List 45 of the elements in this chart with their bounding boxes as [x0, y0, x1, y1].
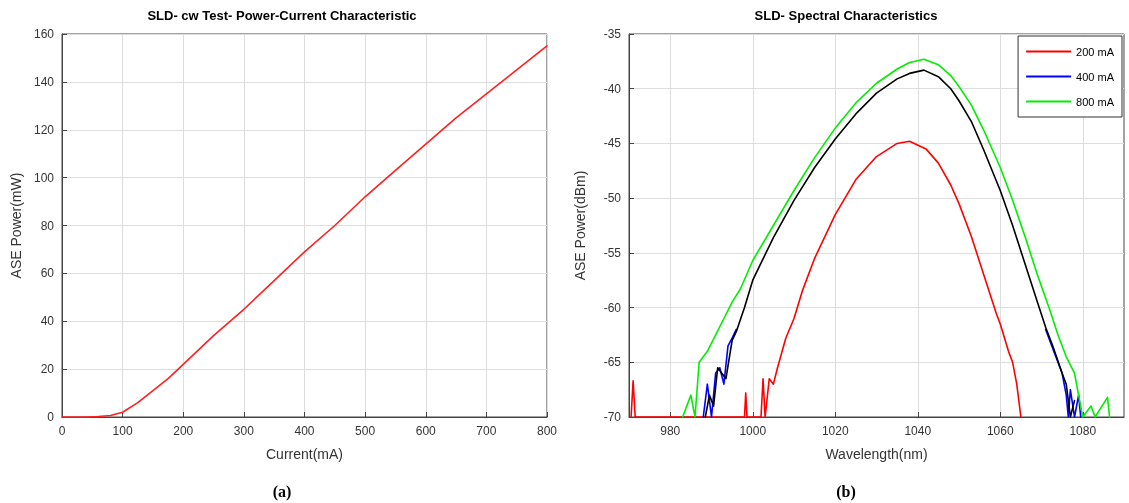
- x-tick-label: 500: [355, 424, 376, 438]
- y-tick-label: 0: [47, 410, 55, 424]
- legend-label: 200 mA: [1076, 45, 1115, 58]
- y-axis-title: ASE Power(mW): [8, 172, 25, 279]
- x-tick-label: 800: [536, 424, 558, 438]
- y-tick-label: -70: [603, 410, 622, 424]
- y-tick-label: 80: [40, 218, 55, 233]
- x-tick-label: 1040: [904, 424, 932, 438]
- x-tick-label: 1020: [821, 424, 849, 438]
- y-tick-label: -65: [603, 355, 622, 370]
- x-tick-label: 300: [233, 424, 255, 438]
- x-tick-label: 100: [112, 424, 133, 438]
- x-axis-title: Wavelength(nm): [825, 446, 928, 462]
- y-tick-label: 100: [33, 170, 55, 185]
- y-tick-label: 160: [33, 27, 55, 41]
- line-series: [630, 140, 1022, 418]
- y-tick-label: 120: [33, 122, 55, 137]
- x-tick-label: 700: [476, 424, 497, 438]
- y-tick-label: -55: [603, 245, 622, 260]
- x-tick-label: 1080: [1069, 424, 1097, 438]
- y-axis-title: ASE Power(dBm): [572, 170, 588, 281]
- y-tick-label: -35: [603, 27, 622, 41]
- chart-title: SLD- cw Test- Power-Current Characteristic: [147, 8, 417, 23]
- x-tick-label: 0: [58, 424, 66, 438]
- y-tick-label: 20: [40, 362, 55, 377]
- x-tick-label: 1060: [986, 424, 1014, 438]
- x-tick-label: 1000: [739, 424, 767, 438]
- x-tick-label: 400: [294, 424, 315, 438]
- legend-label: 800 mA: [1076, 95, 1115, 108]
- text: (b): [836, 482, 856, 501]
- y-tick-label: -40: [603, 81, 622, 96]
- y-tick-label: 140: [33, 74, 55, 89]
- y-tick-label: 40: [40, 314, 55, 329]
- legend-label: 400 mA: [1076, 70, 1115, 83]
- y-tick-label: 60: [40, 266, 55, 281]
- x-tick-label: 600: [415, 424, 437, 438]
- y-tick-label: -50: [603, 191, 622, 206]
- x-tick-label: 980: [660, 424, 681, 438]
- y-tick-label: -60: [603, 300, 622, 315]
- x-tick-label: 200: [173, 424, 194, 438]
- y-tick-label: -45: [603, 136, 622, 151]
- chart-title: SLD- Spectral Characteristics: [754, 8, 938, 23]
- line-series: [704, 69, 1076, 418]
- x-axis-title: Current(mA): [265, 446, 344, 462]
- text: (a): [272, 482, 292, 501]
